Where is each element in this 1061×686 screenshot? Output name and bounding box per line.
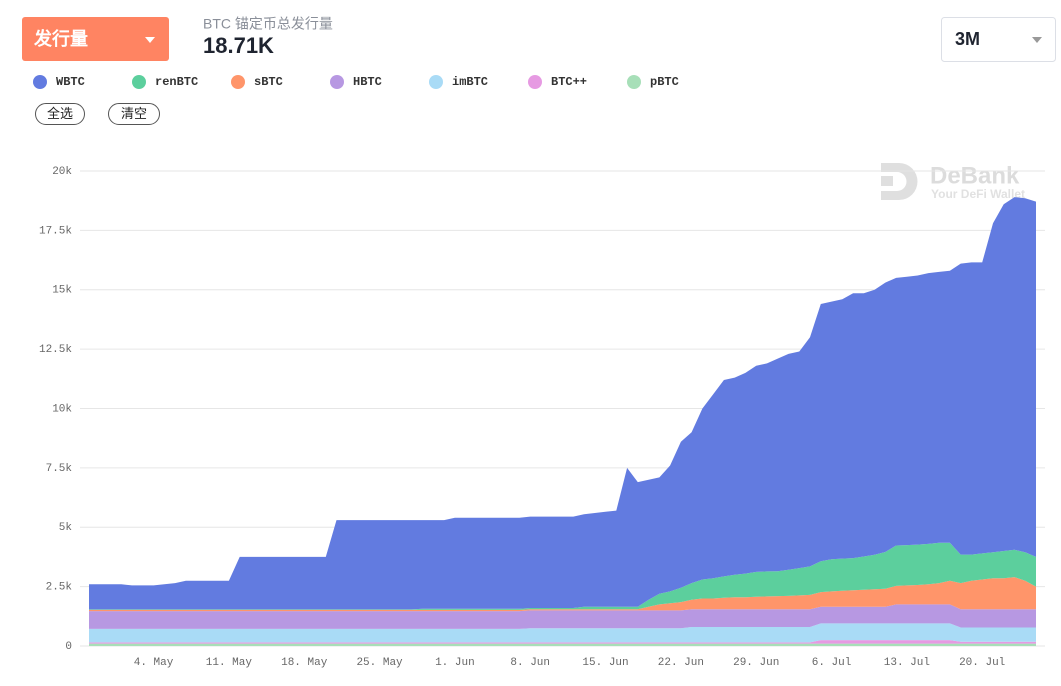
x-tick-label: 18. May [281,657,328,669]
x-tick-label: 1. Jun [435,657,475,669]
legend-marker [330,75,344,89]
clear-button[interactable]: 清空 [108,103,160,125]
legend-marker [627,75,641,89]
areas [89,197,1036,646]
area [89,542,1036,610]
axes: 0 2.5k 5k 7.5k 10k 12.5k 15k 17.5k 20k 4. May 11. … [39,166,1005,669]
y-tick-label: 12.5k [39,344,72,356]
x-tick-label: 6. Jul [812,657,852,669]
legend-label: BTC++ [551,75,587,89]
x-tick-label: 13. Jul [884,657,930,669]
metric-dropdown[interactable]: 发行量 [22,17,169,61]
legend-marker [429,75,443,89]
dropdown-box[interactable] [941,17,1056,62]
legend-marker [132,75,146,89]
x-tick-label: 25. May [356,657,403,669]
x-tick-label: 22. Jun [658,657,704,669]
legend-label: sBTC [254,75,283,89]
y-tick-label: 2.5k [46,582,73,594]
area [89,577,1036,612]
legend: WBTC renBTC sBTC HBTC imBTC BTC++ pBTC [33,75,679,89]
legend-marker [231,75,245,89]
dropdown-label[interactable]: 发行量 [33,28,88,49]
area [89,623,1036,643]
y-tick-label: 10k [52,403,72,415]
y-tick-label: 15k [52,285,72,297]
legend-label: renBTC [155,75,198,89]
button-box[interactable] [35,103,85,125]
total: 18.71K [203,33,274,58]
y-tick-label: 20k [52,166,72,178]
x-tick-label: 8. Jun [510,657,550,669]
watermark: DeBank Your DeFi Wallet [881,162,1025,201]
range-dropdown[interactable]: 3M [941,17,1056,62]
x-tick-label: 29. Jun [733,657,779,669]
x-tick-label: 15. Jun [582,657,628,669]
legend-label: pBTC [650,75,679,89]
dropdown-label[interactable]: 3M [955,29,980,49]
watermark-logo [881,176,893,186]
area [89,643,1036,646]
dropdown-box[interactable] [22,17,169,61]
x-tick-label: 11. May [206,657,253,669]
area [89,197,1036,610]
x-tick-label: 20. Jul [959,657,1005,669]
y-tick-label: 7.5k [46,463,73,475]
watermark-tagline: Your DeFi Wallet [931,187,1025,201]
y-tick-label: 17.5k [39,225,72,237]
watermark-logo [881,163,918,200]
y-tick-label: 0 [65,641,72,653]
select-all-button[interactable]: 全选 [35,103,85,125]
button-box[interactable] [108,103,160,125]
area [89,640,1036,644]
legend-label: WBTC [56,75,85,89]
legend-label: HBTC [353,75,382,89]
legend-label: imBTC [452,75,488,89]
legend-marker [528,75,542,89]
area [89,604,1036,629]
x-tick-label: 4. May [134,657,174,669]
legend-marker [33,75,47,89]
button-label[interactable]: 清空 [121,106,147,121]
subtitle: BTC 锚定币总发行量 [203,16,333,32]
dropdown-caret[interactable] [145,37,155,43]
dropdown-caret[interactable] [1032,37,1042,43]
y-tick-label: 5k [59,522,73,534]
button-label[interactable]: 全选 [47,106,73,121]
watermark-brand: DeBank [930,162,1020,189]
